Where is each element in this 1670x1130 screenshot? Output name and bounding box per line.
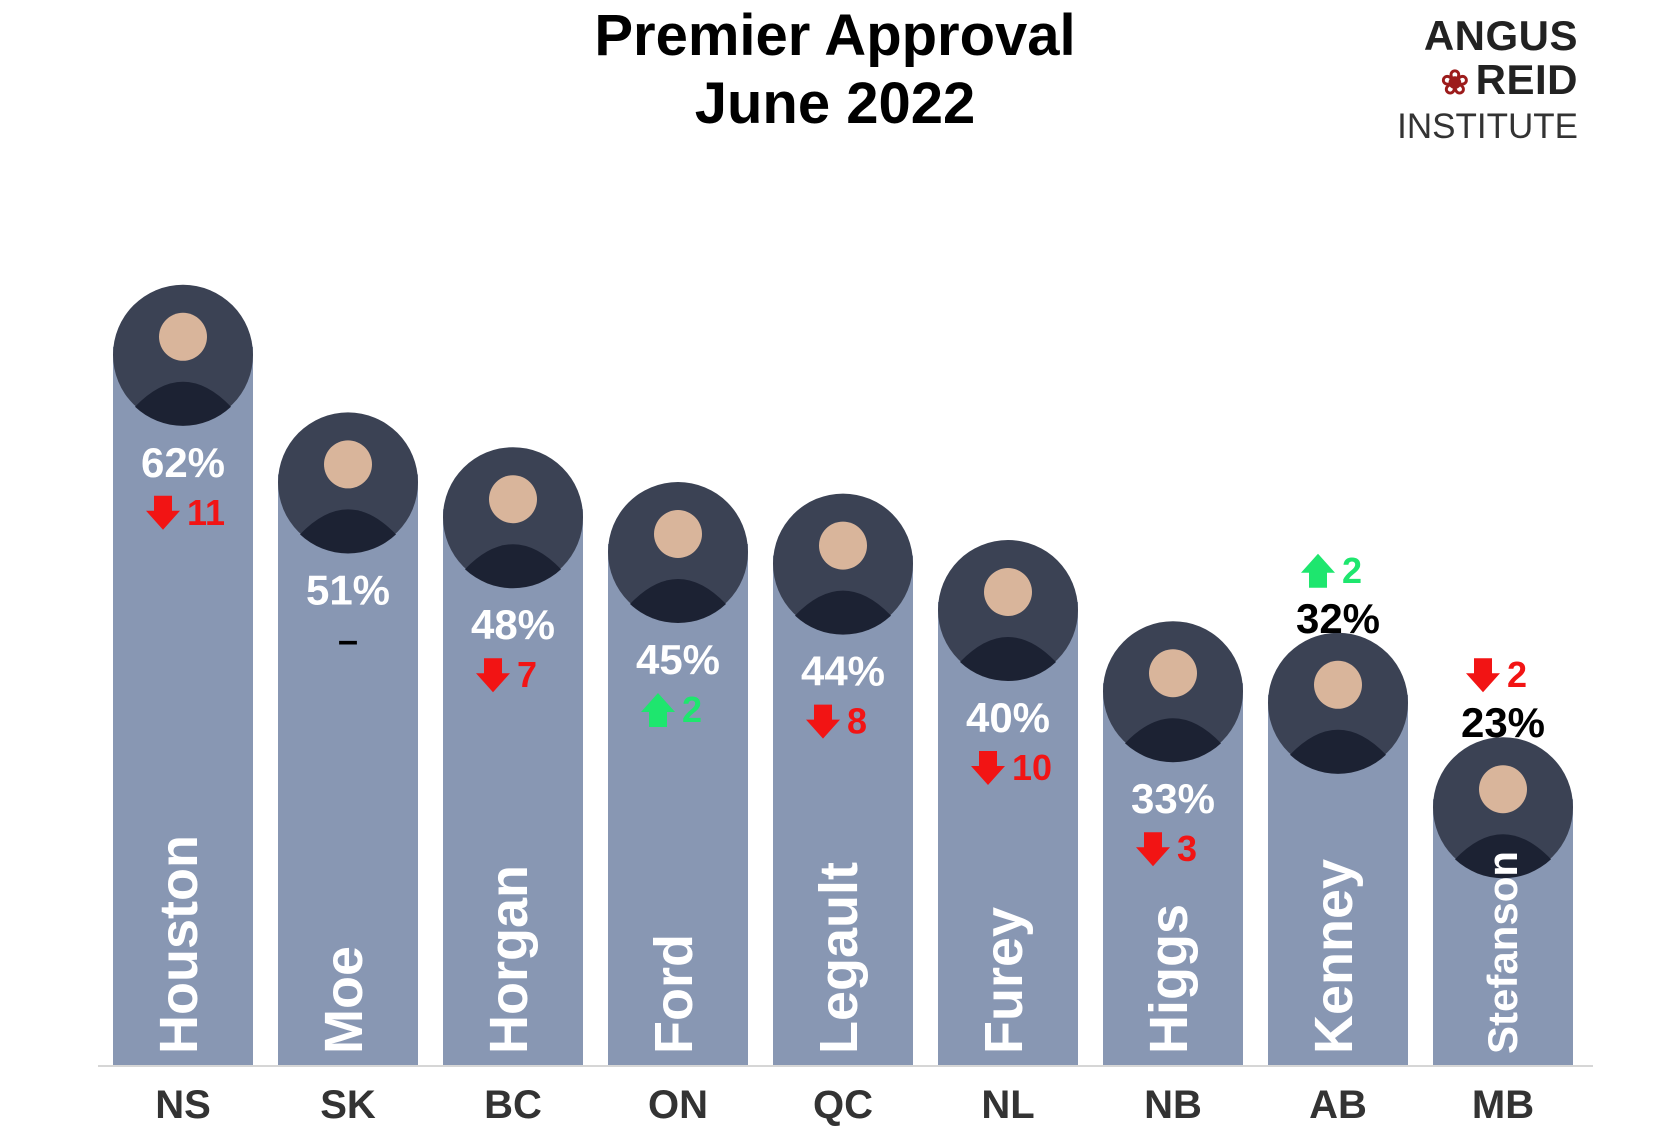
arrow-down-icon-mb xyxy=(1466,658,1500,693)
premier-photo-suit-ns xyxy=(135,381,231,426)
value-label-nl: 40% xyxy=(966,694,1050,741)
category-label-bc: BC xyxy=(484,1083,542,1127)
value-label-ns: 62% xyxy=(141,439,225,486)
premier-name-sk: Moe xyxy=(314,946,374,1054)
chart-title-line-2: June 2022 xyxy=(694,71,976,136)
bar-bc xyxy=(443,509,583,1066)
change-label-nb: 3 xyxy=(1177,828,1197,869)
value-label-on: 45% xyxy=(636,636,720,683)
category-label-nb: NB xyxy=(1144,1083,1202,1127)
premier-photo-suit-sk xyxy=(300,509,396,554)
premier-name-ns: Houston xyxy=(149,835,209,1054)
arrow-up-icon-on xyxy=(641,693,675,727)
premier-photo-face-nb xyxy=(1149,649,1197,698)
logo-word-reid-row: ❀ REID xyxy=(1378,58,1578,105)
change-label-ns: 11 xyxy=(187,492,225,533)
premier-name-ab: Kenney xyxy=(1304,859,1364,1054)
chart-title-line-1: Premier Approval xyxy=(594,3,1076,68)
premier-photo-suit-ab xyxy=(1290,729,1386,774)
bar-group-on: Ford 45% 2 ON xyxy=(608,482,748,1127)
premier-photo-face-qc xyxy=(819,521,867,570)
change-label-bc: 7 xyxy=(517,654,537,695)
category-label-mb: MB xyxy=(1472,1083,1534,1127)
premier-photo-face-mb xyxy=(1479,765,1527,814)
bar-sk xyxy=(278,474,418,1066)
category-label-ab: AB xyxy=(1309,1083,1367,1127)
premier-name-mb: Stefanson xyxy=(1479,851,1526,1054)
bar-group-sk: Moe 51% – SK xyxy=(278,412,418,1127)
change-label-on: 2 xyxy=(682,689,702,730)
value-label-nb: 33% xyxy=(1131,775,1215,822)
premier-photo-face-nl xyxy=(984,568,1032,616)
premier-photo-face-ab xyxy=(1314,660,1362,709)
value-label-sk: 51% xyxy=(306,566,390,613)
premier-photo-suit-qc xyxy=(795,590,891,635)
premier-photo-face-ns xyxy=(159,312,207,361)
premier-name-nb: Higgs xyxy=(1139,904,1199,1054)
value-label-mb: 23% xyxy=(1461,699,1545,746)
bar-group-bc: Horgan 48% 7 BC xyxy=(443,447,583,1127)
arrow-down-icon-nb xyxy=(1136,832,1170,867)
arrow-down-icon-nl xyxy=(971,751,1005,785)
logo-word-institute: INSTITUTE xyxy=(1397,107,1578,146)
premier-photo-suit-bc xyxy=(465,544,561,589)
premier-photo-suit-on xyxy=(630,579,726,624)
change-label-nl: 10 xyxy=(1012,747,1052,788)
logo-word-reid: REID xyxy=(1475,56,1578,103)
premier-photo-face-sk xyxy=(324,440,372,489)
bar-group-mb: Stefanson 23%2 MB xyxy=(1433,654,1573,1127)
category-label-ns: NS xyxy=(155,1083,211,1127)
maple-leaf-icon: ❀ xyxy=(1440,64,1470,102)
bar-group-nl: Furey 40% 10 NL xyxy=(938,540,1078,1127)
logo-word-angus: ANGUS xyxy=(1423,12,1578,59)
arrow-down-icon-qc xyxy=(806,704,840,739)
angus-reid-logo: ANGUS ❀ REID INSTITUTE xyxy=(1378,14,1578,149)
arrow-down-icon-ns xyxy=(146,495,180,530)
arrow-down-icon-bc xyxy=(476,658,510,693)
bar-on xyxy=(608,544,748,1066)
value-label-ab: 32% xyxy=(1296,595,1380,642)
arrow-up-icon-ab xyxy=(1301,553,1335,588)
bar-ns xyxy=(113,346,253,1066)
bar-group-qc: Legault 44% 8 QC xyxy=(773,493,913,1127)
premier-photo-suit-mb xyxy=(1455,834,1551,879)
bar-group-nb: Higgs 33% 3 NB xyxy=(1103,621,1243,1127)
premier-name-qc: Legault xyxy=(809,862,869,1054)
bar-qc xyxy=(773,555,913,1066)
bar-group-ns: Houston 62% 11 NS xyxy=(113,284,253,1127)
category-label-qc: QC xyxy=(813,1083,873,1127)
category-label-nl: NL xyxy=(981,1083,1034,1127)
premier-photo-face-on xyxy=(654,510,702,558)
premier-name-bc: Horgan xyxy=(479,865,539,1054)
bar-group-ab: Kenney 32%2 AB xyxy=(1268,550,1408,1127)
premier-photo-suit-nb xyxy=(1125,718,1221,763)
value-label-qc: 44% xyxy=(801,648,885,695)
change-label-qc: 8 xyxy=(847,701,867,742)
change-label-mb: 2 xyxy=(1507,654,1527,695)
premier-photo-suit-nl xyxy=(960,637,1056,682)
premier-photo-face-bc xyxy=(489,475,537,524)
premier-name-nl: Furey xyxy=(974,907,1034,1054)
change-label-ab: 2 xyxy=(1342,550,1362,591)
category-label-sk: SK xyxy=(320,1083,376,1127)
premier-name-on: Ford xyxy=(644,934,704,1054)
value-label-bc: 48% xyxy=(471,601,555,648)
category-label-on: ON xyxy=(648,1083,708,1127)
change-label-sk: – xyxy=(338,619,358,660)
